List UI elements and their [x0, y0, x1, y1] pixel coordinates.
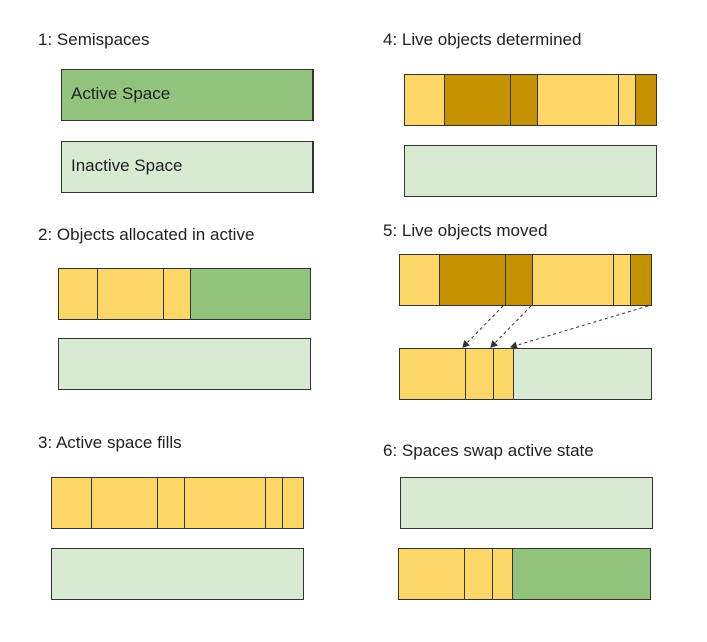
live-segment: [505, 255, 534, 305]
step-2-active-space-bar: [58, 268, 311, 320]
step-3-inactive-space-bar: [51, 548, 304, 600]
live-segment: [631, 255, 651, 305]
step-6-title: 6: Spaces swap active state: [383, 441, 594, 460]
object-segment: [400, 255, 440, 305]
inactive-segment: [405, 146, 656, 196]
inactive-segment: [513, 349, 651, 399]
object-segment: [185, 478, 267, 528]
object-segment: [157, 478, 186, 528]
step-6-inactive-space-bar: [400, 477, 653, 529]
object-segment: [91, 478, 158, 528]
move-arrow: [462, 305, 504, 348]
object-segment: [493, 349, 514, 399]
step-5-to-space-bar: [399, 348, 652, 400]
object-segment: [465, 349, 494, 399]
step-4-active-space-bar: [404, 74, 657, 126]
object-segment: [97, 269, 164, 319]
step-1-title: 1: Semispaces: [38, 30, 150, 49]
active-segment: [191, 269, 310, 319]
object-segment: [399, 549, 465, 599]
inactive-segment: [59, 339, 310, 389]
object-segment: [283, 478, 303, 528]
step-4-inactive-space-bar: [404, 145, 657, 197]
inactive-segment: [52, 549, 303, 599]
active-segment: [512, 549, 650, 599]
step-5-title: 5: Live objects moved: [383, 221, 548, 240]
object-segment: [492, 549, 513, 599]
object-segment: [464, 549, 493, 599]
live-segment: [510, 75, 539, 125]
step-3-title: 3: Active space fills: [38, 433, 182, 452]
active-space-bar: Active Space: [61, 69, 314, 121]
active-space-label: Active Space: [71, 84, 171, 103]
object-segment: [400, 349, 466, 399]
object-segment: [619, 75, 637, 125]
move-arrow: [490, 305, 532, 348]
live-segment: [636, 75, 656, 125]
object-segment: [266, 478, 284, 528]
object-segment: [538, 75, 620, 125]
move-arrow: [510, 305, 649, 350]
active-segment: [62, 70, 313, 120]
step-6-active-space-bar: [398, 548, 651, 600]
step-3-active-space-bar: [51, 477, 304, 529]
object-segment: [52, 478, 92, 528]
object-segment: [163, 269, 192, 319]
step-2-inactive-space-bar: [58, 338, 311, 390]
live-segment: [444, 75, 511, 125]
step-4-title: 4: Live objects determined: [383, 30, 582, 49]
object-segment: [614, 255, 632, 305]
object-segment: [533, 255, 615, 305]
inactive-space-label: Inactive Space: [71, 156, 183, 175]
object-segment: [59, 269, 98, 319]
inactive-segment: [62, 142, 313, 192]
step-5-from-space-bar: [399, 254, 652, 306]
step-2-title: 2: Objects allocated in active: [38, 225, 255, 244]
inactive-space-bar: Inactive Space: [61, 141, 314, 193]
live-segment: [439, 255, 506, 305]
inactive-segment: [401, 478, 652, 528]
object-segment: [405, 75, 445, 125]
